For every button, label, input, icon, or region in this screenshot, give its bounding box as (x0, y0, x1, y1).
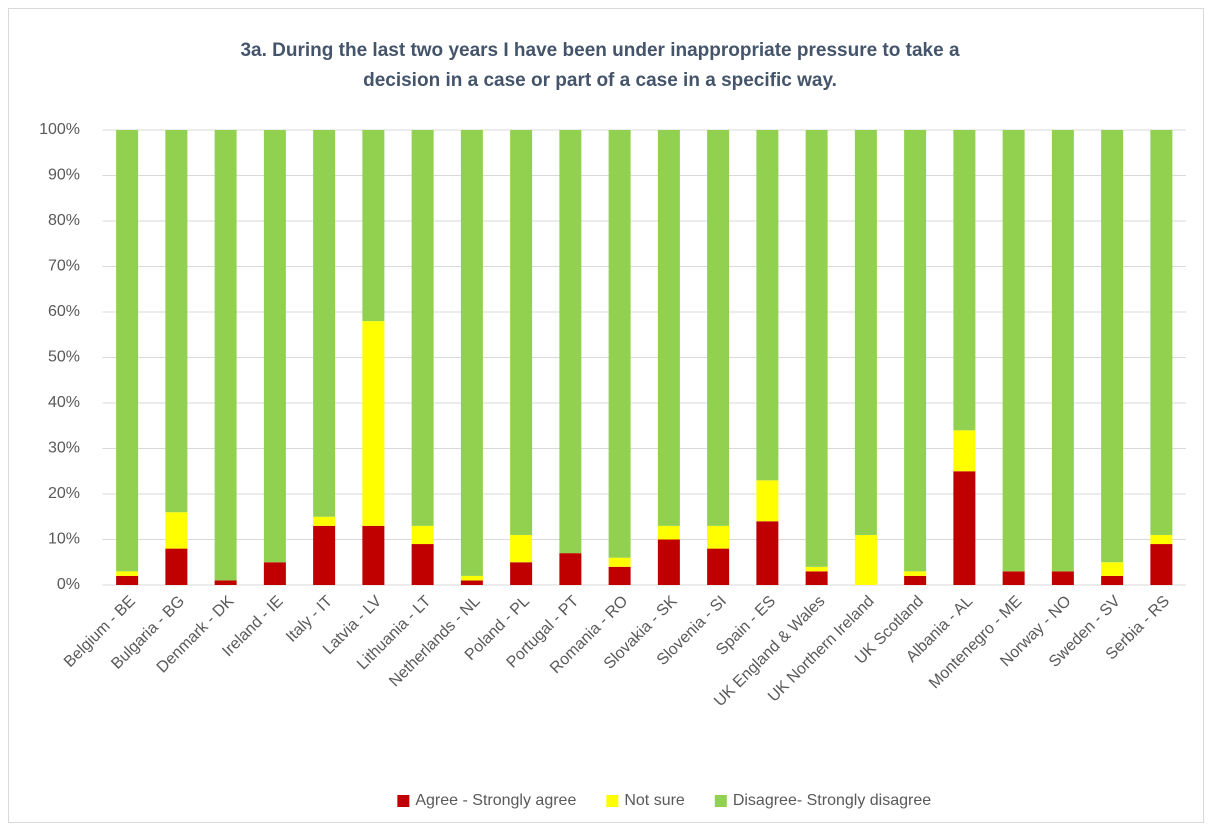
bar-segment (904, 571, 927, 576)
bar-segment (608, 557, 631, 567)
bar-segment (657, 130, 680, 526)
bar-segment (756, 480, 779, 522)
legend-label: Not sure (624, 792, 685, 809)
y-tick-label: 10% (48, 531, 80, 548)
legend-swatch (606, 795, 619, 807)
bar-segment (1051, 130, 1074, 572)
bar-segment (263, 130, 286, 563)
bar-segment (707, 525, 730, 549)
bar-segment (362, 321, 385, 526)
bar-segment (214, 580, 237, 585)
bar-segment (953, 130, 976, 431)
bar-segment (313, 516, 336, 526)
legend-swatch (397, 795, 410, 807)
y-tick-label: 90% (48, 167, 80, 184)
bar-segment (1051, 571, 1074, 585)
bar-segment (805, 130, 828, 567)
bar-segment (214, 130, 237, 581)
bar-segment (263, 562, 286, 585)
bar-segment (411, 130, 434, 526)
bar-segment (510, 562, 533, 585)
legend: Agree - Strongly agree Not sure Disagree- … (397, 792, 931, 809)
y-tick-label: 20% (48, 485, 80, 502)
y-tick-label: 80% (48, 212, 80, 229)
bar-segment (559, 130, 582, 554)
bar-segment (460, 580, 483, 585)
y-tick-label: 50% (48, 349, 80, 366)
bar-segment (608, 566, 631, 585)
bar-segment (460, 130, 483, 576)
bar-segment (756, 130, 779, 481)
bar-segment (165, 548, 188, 585)
y-tick-label: 40% (48, 394, 80, 411)
bar-segment (657, 539, 680, 585)
bar-segment (411, 525, 434, 545)
y-tick-label: 100% (39, 121, 80, 138)
bar-segment (1002, 130, 1025, 572)
y-tick-label: 30% (48, 440, 80, 457)
bar-segment (116, 571, 139, 576)
bar-segment (904, 130, 927, 572)
bar-segment (1101, 575, 1124, 585)
bar-segment (510, 534, 533, 563)
bar-segment (1150, 544, 1173, 585)
y-tick-label: 0% (57, 576, 80, 593)
bar-segment (460, 575, 483, 581)
bar-segment (313, 130, 336, 517)
bar-segment (854, 130, 877, 535)
bar-segment (411, 544, 434, 585)
y-tick-label: 70% (48, 258, 80, 275)
bar-segment (165, 512, 188, 549)
x-tick-label: Montenegro - ME (926, 593, 1025, 692)
bar-segment (1002, 571, 1025, 585)
bar-segment (707, 130, 730, 526)
bar-segment (953, 471, 976, 585)
bar-segment (904, 575, 927, 585)
y-tick-label: 60% (48, 303, 80, 320)
legend-label: Agree - Strongly agree (415, 792, 576, 809)
bar-segment (510, 130, 533, 535)
bar-segment (805, 571, 828, 585)
bar-segment (657, 525, 680, 540)
chart-title: 3a. During the last two years I have bee… (240, 40, 960, 91)
bar-segment (608, 130, 631, 558)
bar-segment (362, 130, 385, 322)
bar-segment (116, 575, 139, 585)
legend-label: Disagree- Strongly disagree (733, 792, 931, 809)
bar-segment (313, 525, 336, 585)
bar-segment (116, 130, 139, 572)
bar-segment (559, 553, 582, 585)
bar-segment (854, 534, 877, 585)
bar-segment (707, 548, 730, 585)
legend-swatch (714, 795, 727, 807)
bar-segment (756, 521, 779, 585)
bar-segment (1101, 130, 1124, 563)
bar-segment (165, 130, 188, 513)
bar-segment (1150, 534, 1173, 545)
x-tick-label: Netherlands - NL (386, 593, 484, 691)
bar-segment (1150, 130, 1173, 535)
bar-segment (953, 430, 976, 472)
bar-segment (362, 525, 385, 585)
bar-segment (805, 566, 828, 572)
bar-segment (1101, 562, 1124, 576)
chart-frame (8, 8, 1204, 823)
